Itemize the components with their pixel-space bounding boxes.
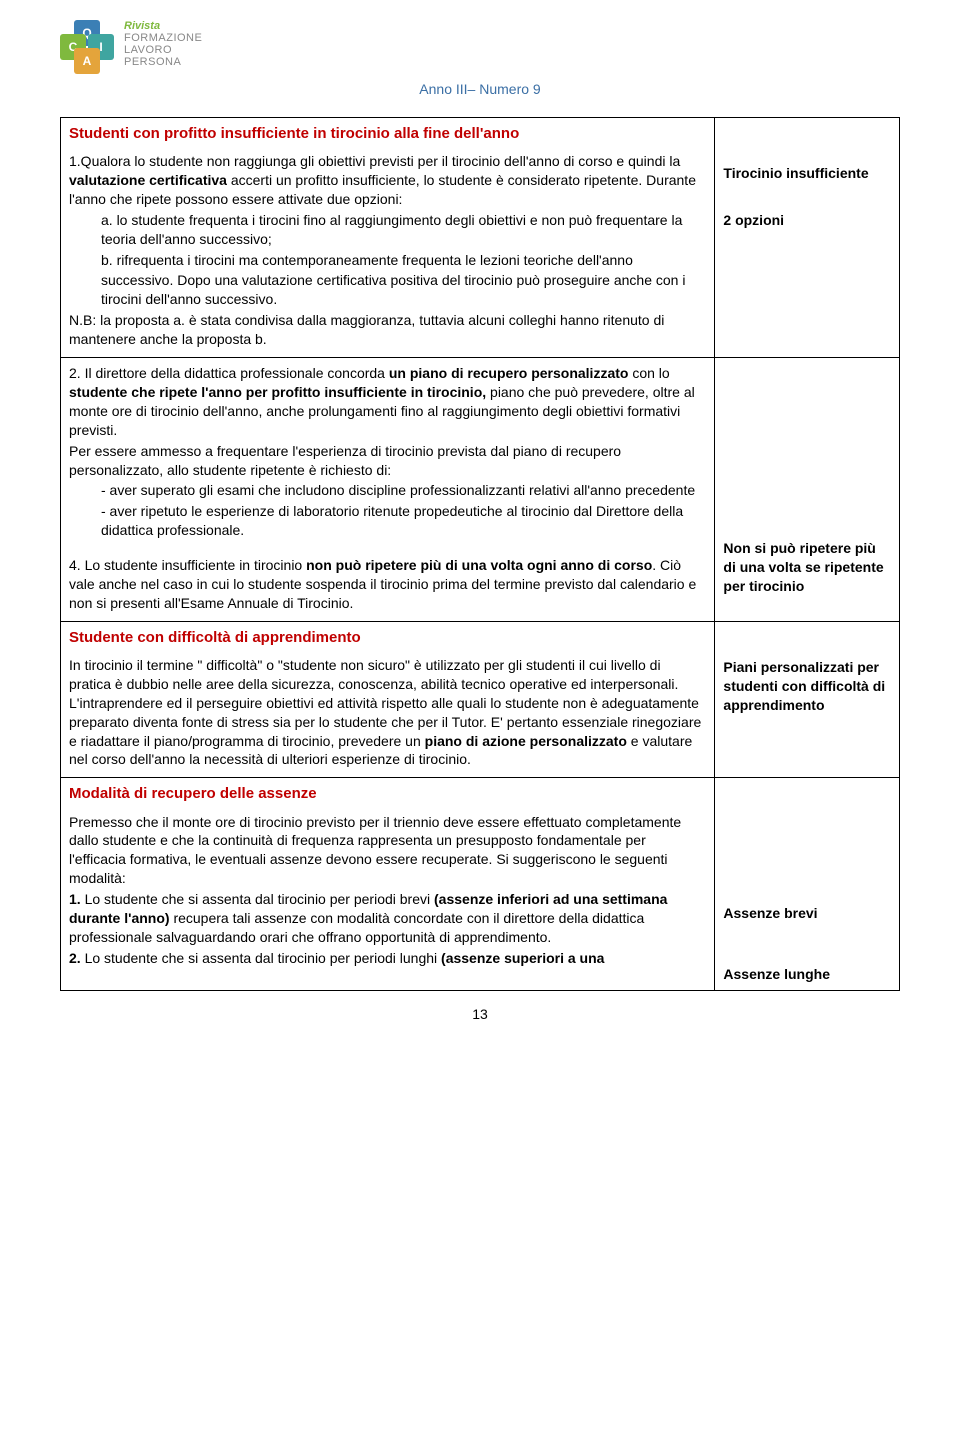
section4-main: Modalità di recupero delle assenze Preme… <box>61 778 715 991</box>
section3-main: Studente con difficoltà di apprendimento… <box>61 621 715 778</box>
section2-side: Non si può ripetere più di una volta se … <box>715 358 900 622</box>
side-note-tirocinio: Tirocinio insufficiente <box>723 164 891 183</box>
side-note-ripetere: Non si può ripetere più di una volta se … <box>723 539 891 596</box>
brand-persona: PERSONA <box>124 56 202 68</box>
section2-para2: Per essere ammesso a frequentare l'esper… <box>69 442 706 480</box>
section2-para4: 4. Lo studente insufficiente in tirocini… <box>69 556 706 613</box>
section1-title: Studenti con profitto insufficiente in t… <box>69 124 706 144</box>
brand-formazione: FORMAZIONE <box>124 32 202 44</box>
section1-option-b2: successivo. Dopo una valutazione certifi… <box>69 271 706 309</box>
table-row: Studenti con profitto insufficiente in t… <box>61 117 900 357</box>
section1-para1: 1.Qualora lo studente non raggiunga gli … <box>69 152 706 209</box>
section1-option-b: b. rifrequenta i tirocini ma contemporan… <box>69 251 706 270</box>
section4-para1: Premesso che il monte ore di tirocinio p… <box>69 813 706 889</box>
side-note-piani: Piani personalizzati per studenti con di… <box>723 658 891 715</box>
issue-number: Anno III– Numero 9 <box>60 80 900 99</box>
section4-item1: 1. Lo studente che si assenta dal tiroci… <box>69 890 706 947</box>
page-number: 13 <box>60 1005 900 1024</box>
table-row: 2. Il direttore della didattica professi… <box>61 358 900 622</box>
section4-title: Modalità di recupero delle assenze <box>69 784 706 804</box>
table-row: Studente con difficoltà di apprendimento… <box>61 621 900 778</box>
page-header: Q C I A Rivista FORMAZIONE LAVORO PERSON… <box>60 20 900 72</box>
puzzle-orange-icon: A <box>74 48 100 74</box>
section1-side: Tirocinio insufficiente 2 opzioni <box>715 117 900 357</box>
section2-bullet2: - aver ripetuto le esperienze di laborat… <box>69 502 706 540</box>
section3-side: Piani personalizzati per studenti con di… <box>715 621 900 778</box>
table-row: Modalità di recupero delle assenze Preme… <box>61 778 900 991</box>
section3-para1: In tirocinio il termine " difficoltà" o … <box>69 656 706 769</box>
side-note-assenze-lunghe: Assenze lunghe <box>723 965 891 984</box>
brand-lavoro: LAVORO <box>124 44 202 56</box>
side-note-opzioni: 2 opzioni <box>723 211 891 230</box>
section2-main: 2. Il direttore della didattica professi… <box>61 358 715 622</box>
section1-nb: N.B: la proposta a. è stata condivisa da… <box>69 311 706 349</box>
section1-main: Studenti con profitto insufficiente in t… <box>61 117 715 357</box>
brand-rivista: Rivista <box>124 20 202 32</box>
section2-para1: 2. Il direttore della didattica professi… <box>69 364 706 440</box>
section4-item2: 2. Lo studente che si assenta dal tiroci… <box>69 949 706 968</box>
logo-text: Rivista FORMAZIONE LAVORO PERSONA <box>124 20 202 68</box>
section1-option-a: a. lo studente frequenta i tirocini fino… <box>69 211 706 249</box>
document-table: Studenti con profitto insufficiente in t… <box>60 117 900 991</box>
section4-side: Assenze brevi Assenze lunghe <box>715 778 900 991</box>
section3-title: Studente con difficoltà di apprendimento <box>69 628 706 648</box>
logo-puzzle: Q C I A <box>60 20 116 72</box>
section2-bullet1: - aver superato gli esami che includono … <box>69 481 706 500</box>
side-note-assenze-brevi: Assenze brevi <box>723 904 891 923</box>
